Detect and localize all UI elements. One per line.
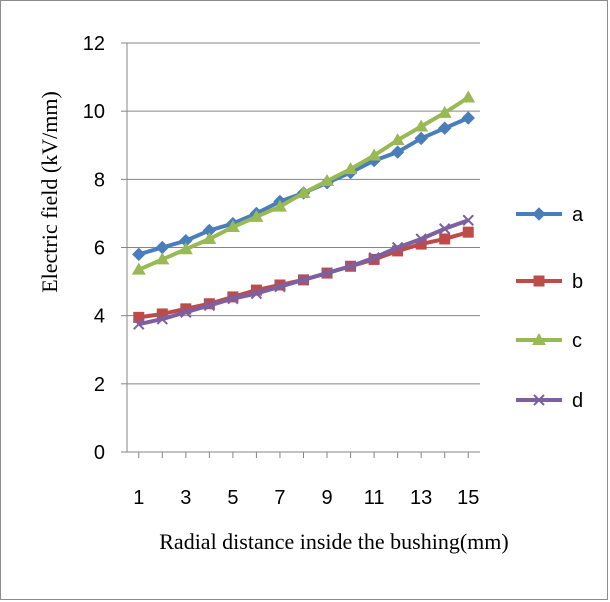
- marker-stroke: [274, 280, 286, 293]
- marker-stroke: [227, 292, 239, 305]
- data-point-c: [367, 148, 382, 161]
- data-point-d: [250, 287, 263, 300]
- data-point-d: [344, 260, 357, 272]
- x-tick-label: 1: [133, 487, 144, 509]
- marker-stroke: [156, 313, 169, 325]
- marker-stroke: [203, 299, 216, 312]
- data-point-c: [437, 105, 452, 118]
- data-point-d: [133, 318, 145, 330]
- data-point-b: [415, 238, 427, 250]
- marker-stroke: [297, 274, 310, 286]
- data-point-c: [249, 209, 264, 222]
- y-tick-label: 8: [94, 169, 105, 191]
- x-axis-title: Radial distance inside the bushing(mm): [159, 529, 509, 554]
- data-point-c: [155, 252, 170, 265]
- data-point-b: [392, 245, 404, 257]
- data-point-c: [296, 185, 311, 198]
- data-point-b: [250, 284, 262, 296]
- y-tick-label: 12: [83, 33, 105, 55]
- legend-marker: [532, 333, 546, 345]
- data-point-d: [321, 267, 333, 279]
- legend: a b c d: [516, 204, 584, 412]
- legend-label: b: [572, 271, 583, 293]
- x-tick-label: 9: [321, 487, 332, 509]
- data-point-c: [390, 133, 405, 146]
- data-point-b: [462, 226, 474, 238]
- axes: [121, 42, 480, 458]
- data-point-a: [437, 121, 452, 135]
- legend-item-a: a: [516, 204, 584, 226]
- data-point-c: [131, 262, 146, 275]
- marker-stroke: [533, 394, 545, 406]
- data-point-d: [203, 299, 216, 312]
- legend-marker: [533, 275, 545, 287]
- data-point-d: [274, 280, 286, 293]
- data-point-b: [156, 308, 168, 320]
- data-point-c: [202, 231, 217, 244]
- legend-marker: [533, 394, 545, 406]
- data-point-c: [178, 242, 193, 255]
- marker-stroke: [438, 223, 451, 235]
- data-point-c: [272, 199, 287, 212]
- legend-item-d: d: [516, 390, 583, 412]
- data-point-b: [439, 233, 451, 245]
- data-point-d: [180, 306, 192, 318]
- series-c: [131, 90, 476, 275]
- data-point-b: [180, 303, 192, 315]
- legend-marker: [532, 207, 546, 221]
- legend-item-b: b: [516, 271, 583, 293]
- data-point-a: [414, 131, 428, 146]
- marker-stroke: [250, 287, 263, 300]
- legend-label: a: [572, 204, 584, 226]
- data-point-c: [225, 220, 240, 233]
- series-d: [133, 214, 474, 330]
- data-point-c: [414, 119, 429, 132]
- marker-stroke: [321, 267, 333, 279]
- x-tick-label: 3: [180, 487, 191, 509]
- data-point-c: [343, 162, 358, 175]
- data-point-d: [462, 214, 474, 226]
- x-tick-label: 5: [227, 487, 238, 509]
- data-point-b: [133, 311, 145, 323]
- data-point-d: [368, 252, 380, 264]
- marker-stroke: [133, 318, 145, 330]
- marker-stroke: [415, 233, 427, 245]
- marker-stroke: [391, 241, 404, 254]
- x-tick-label: 15: [457, 487, 479, 509]
- gridlines: [127, 42, 480, 385]
- y-axis-title: Electric field (kV/mm): [37, 91, 62, 293]
- y-tick-label: 6: [94, 238, 105, 260]
- marker-stroke: [344, 260, 357, 272]
- x-tick-label: 11: [364, 487, 385, 509]
- data-point-c: [320, 174, 335, 187]
- data-point-a: [132, 247, 146, 262]
- data-point-d: [156, 313, 169, 325]
- x-tick-label: 7: [274, 487, 285, 509]
- legend-item-c: c: [516, 330, 582, 352]
- data-point-a: [390, 145, 405, 159]
- data-point-d: [227, 292, 239, 305]
- x-tick-label: 13: [410, 487, 432, 509]
- data-point-d: [297, 274, 310, 286]
- marker-stroke: [462, 214, 474, 226]
- y-tick-label: 10: [83, 101, 105, 123]
- y-tick-label: 4: [94, 306, 105, 328]
- data-point-a: [461, 111, 475, 125]
- legend-label: d: [572, 390, 583, 412]
- data-point-c: [461, 90, 476, 103]
- data-point-a: [155, 240, 170, 255]
- legend-label: c: [572, 330, 582, 352]
- y-tick-label: 0: [94, 442, 105, 464]
- y-tick-label: 2: [94, 374, 105, 396]
- series-lines: [131, 90, 476, 330]
- marker-stroke: [180, 306, 192, 318]
- data-point-d: [438, 223, 451, 235]
- data-point-d: [415, 233, 427, 245]
- marker-stroke: [368, 252, 380, 264]
- data-point-d: [391, 241, 404, 254]
